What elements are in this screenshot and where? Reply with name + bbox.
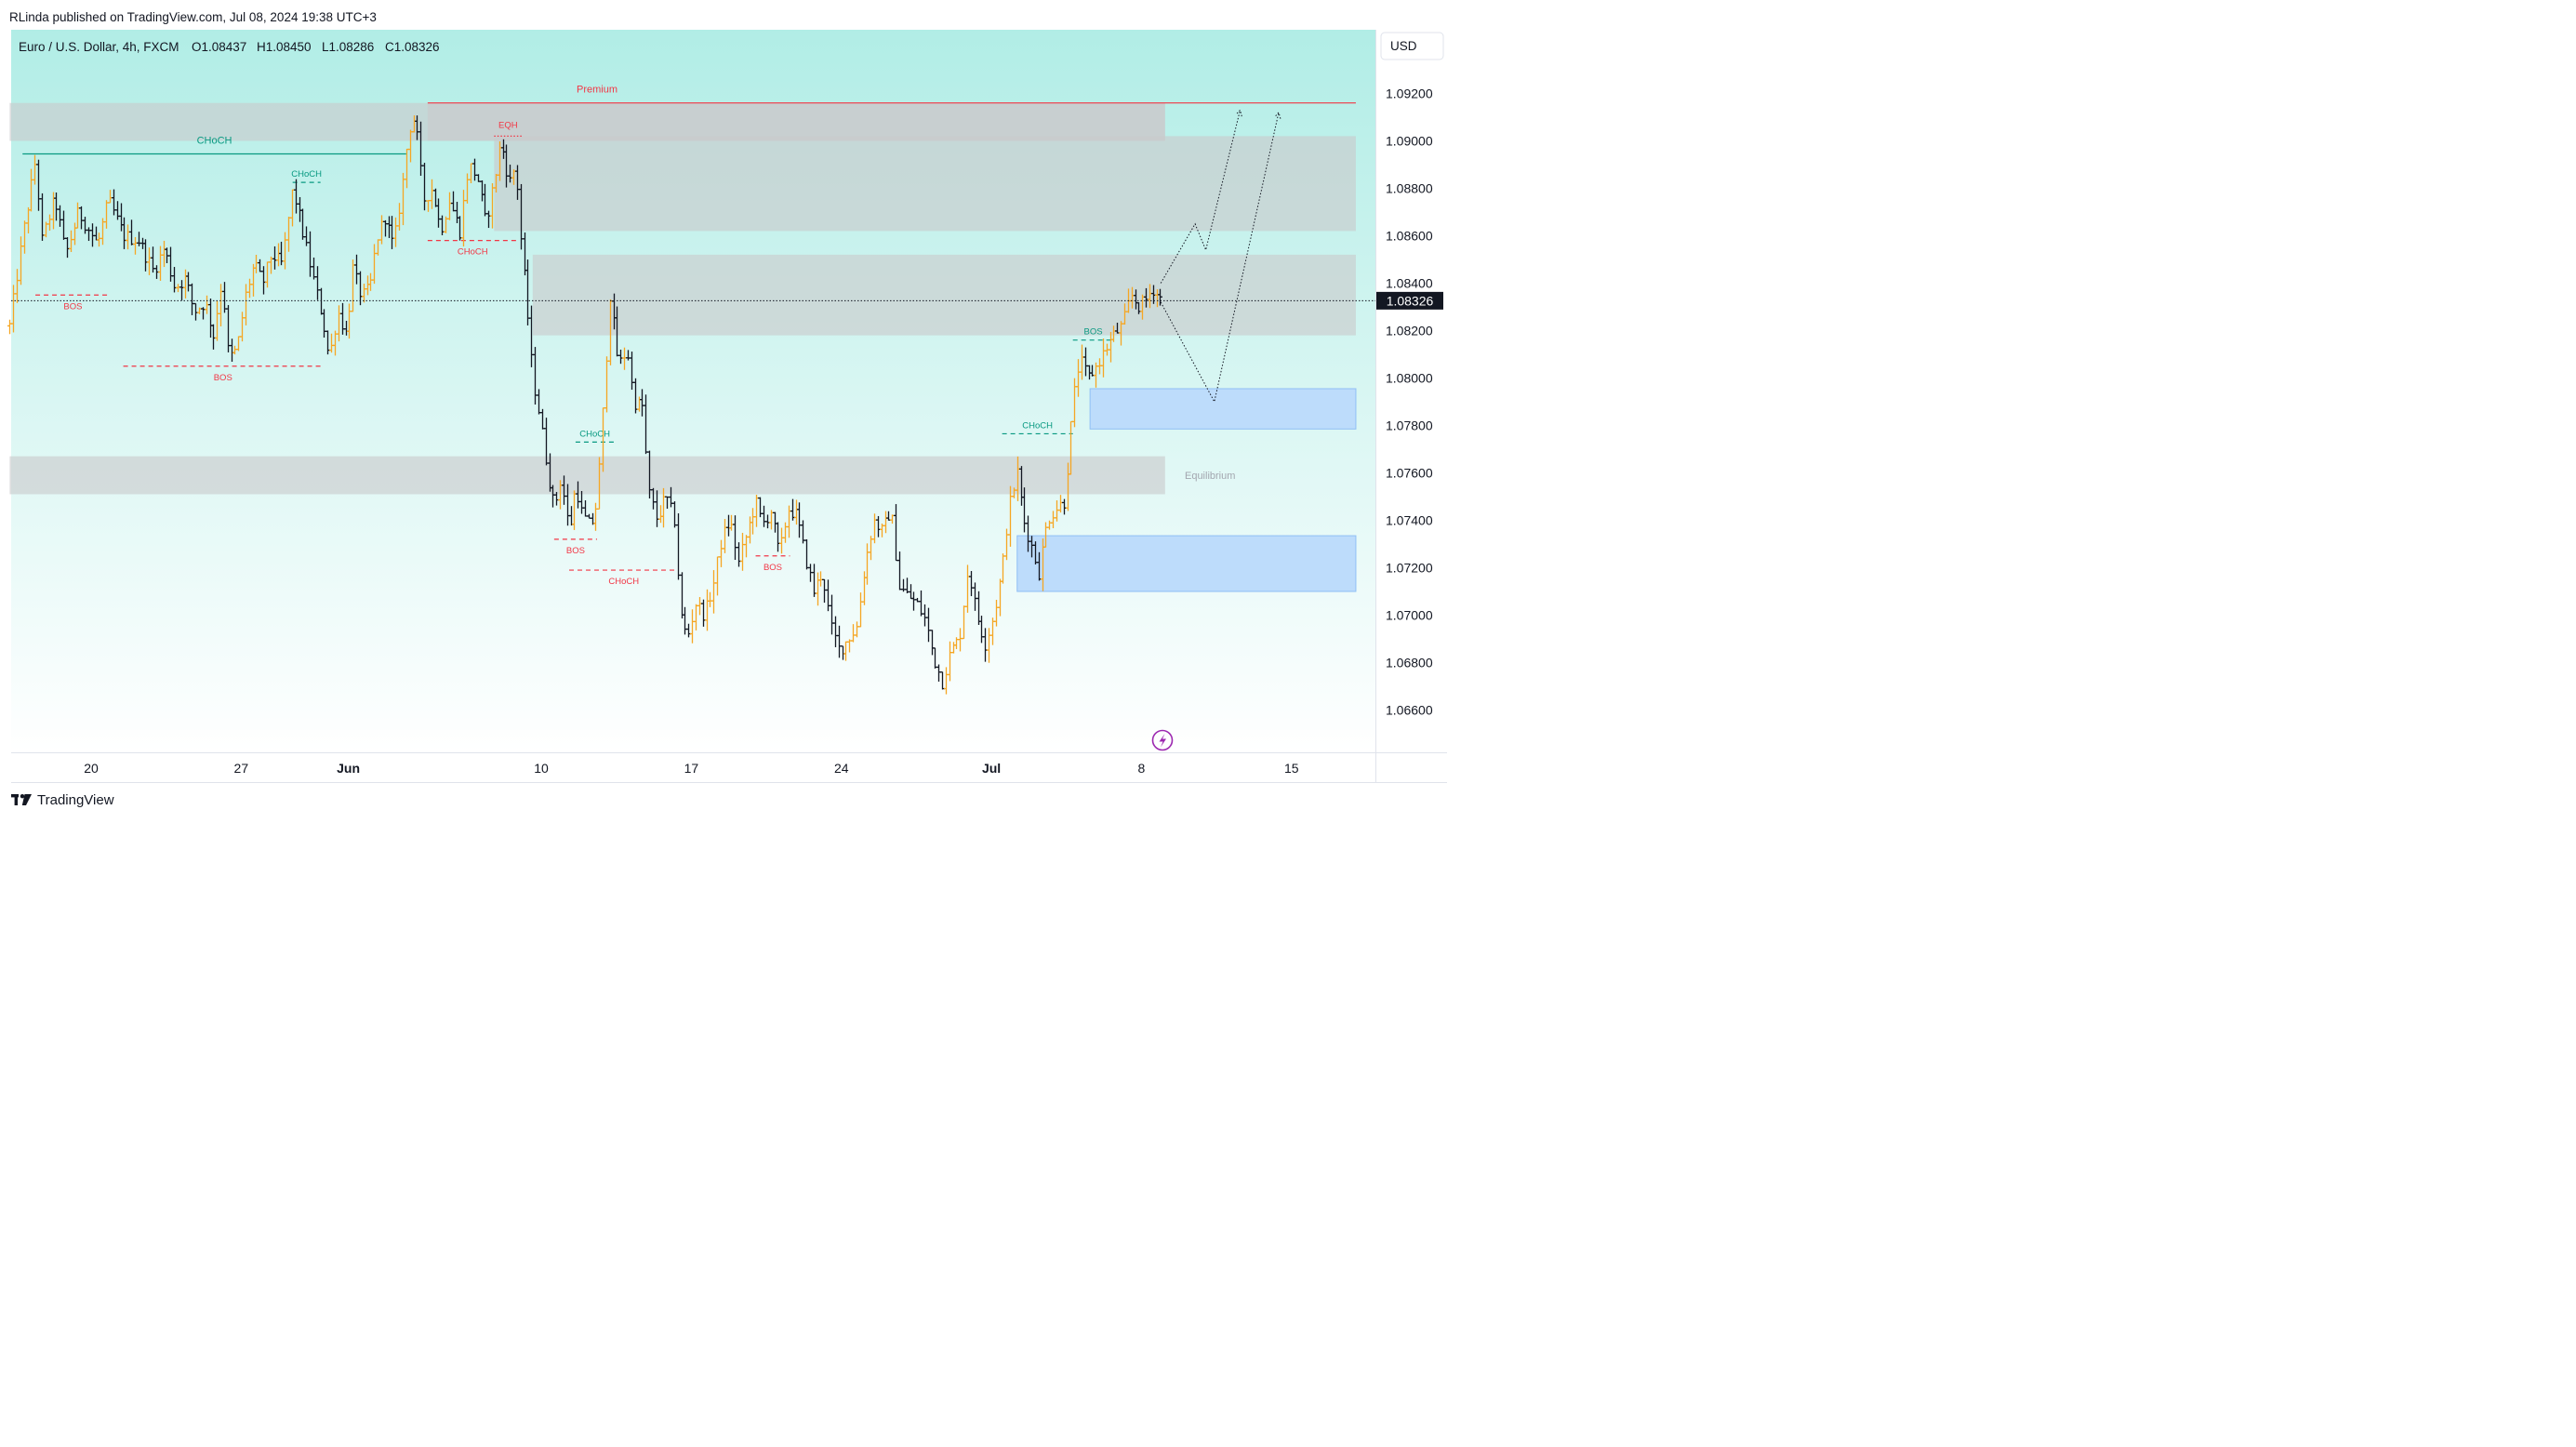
supply-zone-3 [532,254,1356,336]
ohlc-low: L1.08286 [322,40,374,54]
time-tick-label: 10 [534,761,549,776]
levels-layer: Premium CHoCH CHoCH EQH CHoCH BOS BOS CHoCH BOS C… [22,85,1356,587]
level-label-7: CHoCH [579,429,610,439]
projection-layer [1160,109,1281,404]
level-label-5: BOS [63,301,82,312]
symbol-title: Euro / U.S. Dollar, 4h, FXCM [19,40,179,54]
time-tick-label: 8 [1138,761,1146,776]
price-tick-label: 1.06600 [1386,703,1433,718]
level-label-12: BOS [1084,327,1103,338]
ohlc-high: H1.08450 [257,40,312,54]
price-tick-label: 1.07600 [1386,466,1433,481]
projection-path-1 [1160,110,1241,284]
currency-label: USD [1390,39,1417,53]
price-tick-label: 1.08600 [1386,229,1433,244]
projection-arrowhead-2 [1273,111,1281,119]
tradingview-logo[interactable]: TradingView [11,792,114,808]
level-label-4: CHoCH [458,247,488,258]
ohlc-bar [1158,288,1162,306]
price-chart[interactable]: Premium CHoCH CHoCH EQH CHoCH BOS BOS CHoCH BOS C… [0,0,1458,819]
tradingview-brand: TradingView [37,792,114,808]
tradingview-mark-icon [11,793,32,805]
price-tick-label: 1.07400 [1386,513,1433,528]
price-tick-label: 1.08800 [1386,181,1433,196]
time-tick-label: Jul [982,761,1001,776]
bars-layer [7,115,1162,695]
price-tick-label: 1.09000 [1386,134,1433,149]
ohlc-open: O1.08437 [192,40,246,54]
time-tick-label: 24 [834,761,849,776]
projection-arrowhead-1 [1235,109,1242,117]
time-axis[interactable]: 20 27 Jun 10 17 24 Jul 8 15 [84,761,1299,776]
price-tick-label: 1.08200 [1386,324,1433,339]
price-axis[interactable]: 1.09200 1.09000 1.08800 1.08600 1.08400 1.082… [1386,86,1433,718]
publish-credit: RLinda published on TradingView.com, Jul… [9,10,377,24]
zones-layer [9,102,1357,592]
currency-button[interactable]: USD [1380,32,1444,60]
level-label-2: CHoCH [291,169,322,179]
price-tick-label: 1.07000 [1386,608,1433,623]
price-tick-label: 1.09200 [1386,86,1433,101]
price-tick-label: 1.08400 [1386,276,1433,291]
level-label-6: BOS [214,373,232,383]
last-price-tag: 1.08326 [1376,291,1443,310]
time-tick-label: 20 [84,761,99,776]
ohlc-close: C1.08326 [385,40,440,54]
price-tick-label: 1.06800 [1386,656,1433,670]
demand-zone-6 [1016,535,1357,592]
level-label-0: Premium [577,85,617,96]
supply-zone-4 [9,456,1165,495]
demand-zone-5 [1089,388,1357,430]
lightning-icon[interactable] [1151,729,1174,751]
level-label-3: EQH [498,120,518,130]
supply-zone-2 [427,102,1165,141]
level-label-10: BOS [764,563,782,573]
price-tick-label: 1.07200 [1386,561,1433,576]
level-label-11: CHoCH [1022,420,1053,431]
time-tick-label: 17 [684,761,699,776]
price-tick-label: 1.08000 [1386,371,1433,386]
level-label-9: CHoCH [608,577,639,587]
time-tick-label: Jun [337,761,360,776]
time-tick-label: 15 [1284,761,1299,776]
last-price-value: 1.08326 [1387,293,1434,308]
annotation-label-0: Equilibrium [1185,471,1235,482]
level-label-1: CHoCH [197,136,232,147]
time-tick-label: 27 [234,761,249,776]
price-tick-label: 1.07800 [1386,418,1433,433]
level-label-8: BOS [566,546,585,556]
supply-zone-1 [494,136,1356,232]
